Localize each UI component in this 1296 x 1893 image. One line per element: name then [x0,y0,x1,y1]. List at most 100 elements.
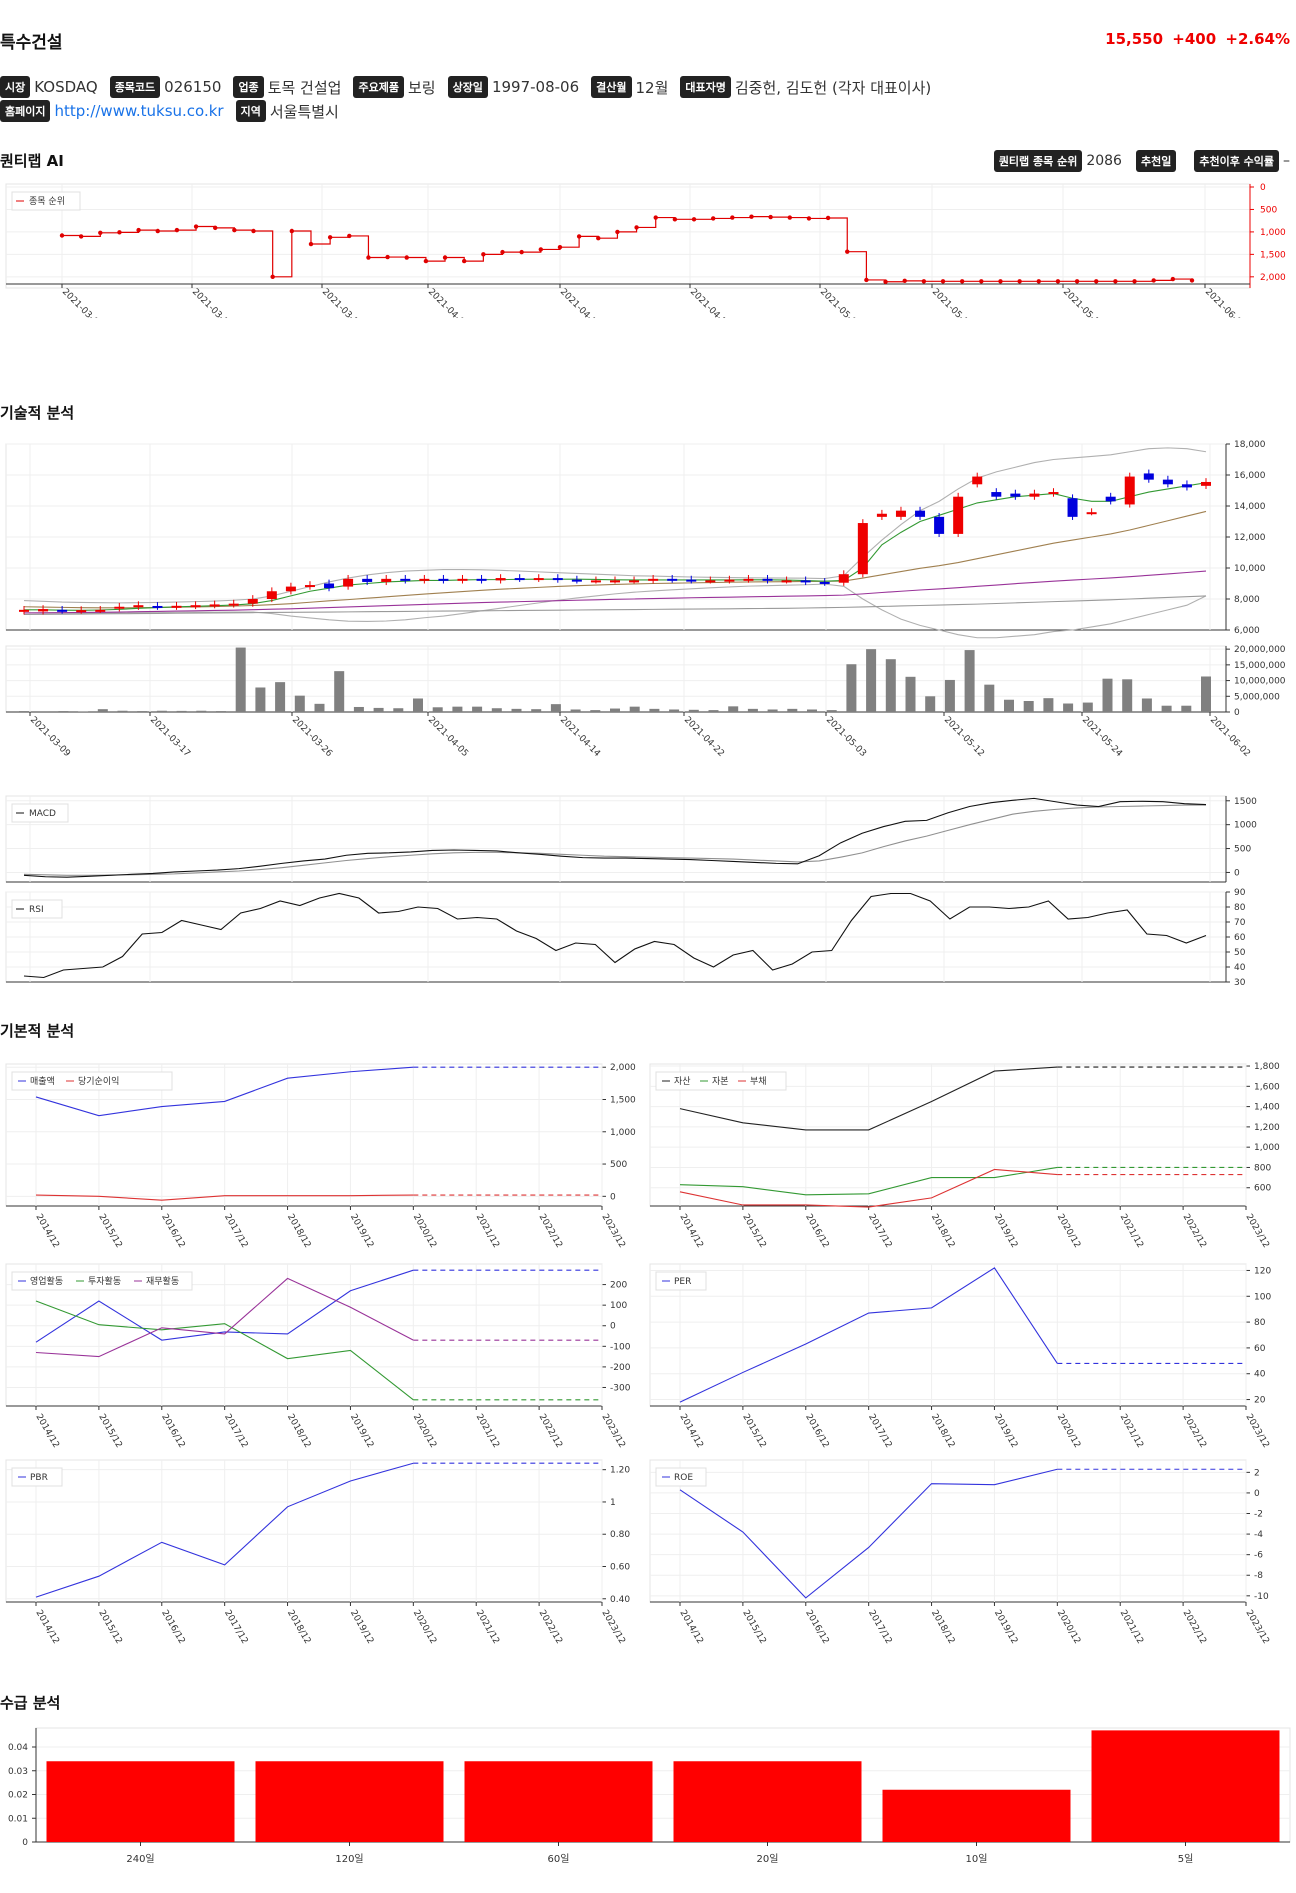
rank-point [423,258,429,264]
x-tick-label: 2021/12 [474,1609,501,1646]
volume-bar [708,710,719,712]
x-tick-label: 2015/12 [96,1413,123,1450]
x-tick-label: 5일 [1178,1853,1194,1865]
y-tick-label: 70 [1234,918,1246,928]
rank-point [385,254,390,260]
candle-body [1048,492,1059,495]
rank-point [576,234,582,239]
y-tick-label: 0.03 [8,1767,28,1777]
x-tick-label: 2021-05-24 [1080,715,1124,759]
y-tick-label: 15,000,000 [1234,661,1286,671]
candle-body [533,578,544,581]
volume-bar [156,710,167,712]
y-tick-label: 0.02 [8,1791,28,1801]
x-tick-label: 2014/12 [33,1413,60,1450]
y-tick-label: 0 [610,1192,616,1202]
candle-body [1067,498,1078,517]
x-tick-label: 2021-05-03 [818,287,862,318]
y-tick-label: 1,500 [610,1096,636,1106]
volume-bar [629,706,640,712]
candle-body [857,523,868,575]
info-row-2: 홈페이지 http://www.tuksu.co.kr 지역 서울특별시 [0,100,351,122]
volume-bar [137,711,148,712]
panel-frame [649,1263,1247,1407]
candle-body [133,605,144,608]
candle-body [1010,493,1021,497]
y-tick-label: -200 [610,1363,631,1373]
legend-label: PER [674,1277,691,1287]
y-tick-label: 60 [1254,1344,1266,1354]
candle-body [19,609,29,612]
y-tick-label: 500 [610,1160,627,1170]
y-tick-label: 1,400 [1254,1103,1280,1113]
volume-bar [866,649,877,712]
rank-point [500,249,505,255]
candle-body [171,605,182,608]
x-tick-label: 2016/12 [803,1213,830,1250]
y-tick-label: 18,000 [1234,440,1266,450]
x-tick-label: 2015/12 [740,1609,767,1646]
rank-point [557,244,563,250]
x-tick-label: 2018/12 [929,1609,956,1646]
series-line [35,1194,414,1201]
x-tick-label: 2018/12 [285,1413,312,1450]
rank-point [519,249,524,255]
y-tick-label: -10 [1254,1592,1269,1602]
candle-body [590,580,601,583]
x-tick-label: 2016/12 [159,1413,186,1450]
volume-bar [747,708,758,712]
candle-body [1105,496,1116,502]
x-tick-label: 2020/12 [1055,1413,1082,1450]
volume-bar [58,711,69,712]
x-tick-label: 2021-03-26 [320,287,364,318]
rank-point [634,225,639,230]
series-line [679,1168,1058,1208]
homepage-link[interactable]: http://www.tuksu.co.kr [54,102,224,120]
x-tick-label: 2017/12 [866,1413,893,1450]
legend-box [11,1271,193,1291]
y-tick-label: -100 [610,1342,631,1352]
x-tick-label: 2019/12 [348,1609,375,1646]
volume-bar [1122,679,1133,712]
legend-label: 자본 [712,1076,729,1087]
code-tag: 종목코드 [109,76,161,98]
candle-body [629,580,640,583]
y-tick-label: 2 [1254,1468,1260,1478]
y-tick-label: 0 [1260,183,1266,193]
volume-bar [334,671,345,712]
ma20-line [23,510,1207,609]
candle-body [838,574,849,583]
candle-body [819,581,830,584]
y-tick-label: 10,000,000 [1234,677,1286,687]
volume-bar [964,650,975,712]
legend-label: ROE [674,1473,693,1483]
rank-point [193,224,199,229]
x-tick-label: 2019/12 [992,1213,1019,1250]
rank-point [1036,279,1041,284]
technical-chart: 6,000 8,000 10,000 12,000 14,000 16,000 18,000… [5,440,1286,988]
y-tick-label: 60 [1234,933,1246,943]
x-tick-label: 2016/12 [803,1609,830,1646]
y-tick-label: 0 [1234,708,1240,718]
x-tick-label: 2018/12 [285,1213,312,1250]
x-tick-label: 2016/12 [159,1213,186,1250]
volume-bar [1141,698,1152,712]
volume-bar [97,709,108,712]
rank-point [98,230,103,236]
x-tick-label: 2019/12 [992,1609,1019,1646]
y-tick-label: 1,000 [1254,1143,1280,1153]
volume-bar [472,706,483,712]
candle-body [285,586,296,592]
x-tick-label: 2021/12 [1118,1413,1145,1450]
legend-label: 자산 [674,1076,691,1087]
legend-box [655,1271,707,1291]
x-tick-label: 2020/12 [411,1609,438,1646]
x-tick-label: 2021-03-17 [190,287,234,318]
x-tick-label: 2021-05-03 [824,715,868,759]
current-price: 15,550 [1105,30,1164,48]
y-tick-label: 14,000 [1234,502,1266,512]
y-tick-label: 0.40 [610,1595,630,1605]
technical-section-title: 기술적 분석 [0,404,75,422]
candle-body [610,580,620,583]
volume-bar [413,698,423,712]
